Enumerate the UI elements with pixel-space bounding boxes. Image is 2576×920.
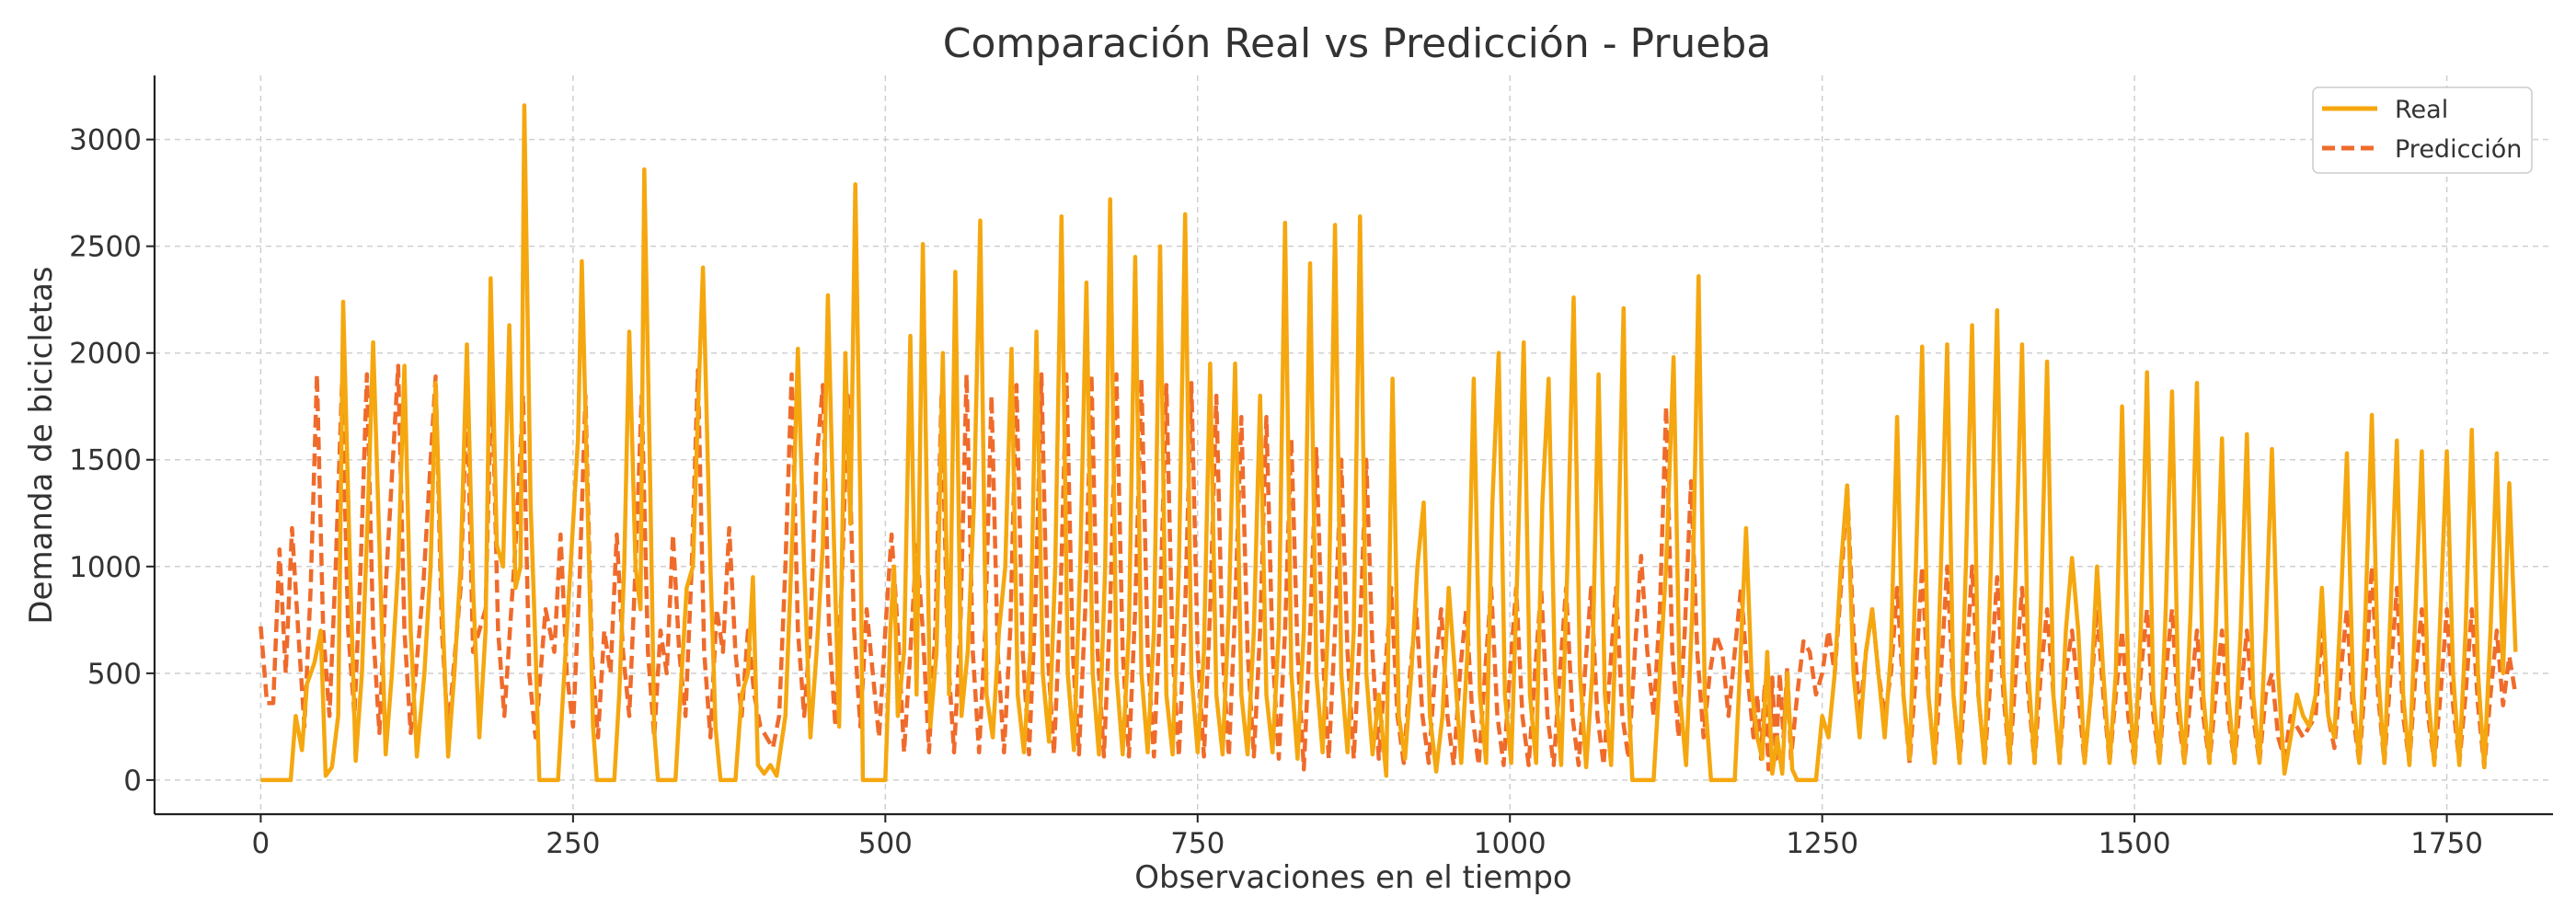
chart-title: Comparación Real vs Predicción - Prueba <box>942 20 1772 67</box>
y-tick-label: 2000 <box>69 338 142 371</box>
y-tick-label: 3000 <box>69 124 142 157</box>
y-tick-label: 1000 <box>69 551 142 584</box>
series-line-prediccion <box>259 363 2518 772</box>
x-tick-label: 1000 <box>1474 827 1547 860</box>
series-lines <box>259 103 2518 783</box>
x-tick-label: 250 <box>546 827 600 860</box>
legend: Real Predicción <box>2312 86 2533 174</box>
y-tick-label: 1500 <box>69 444 142 477</box>
x-tick-label: 1750 <box>2410 827 2483 860</box>
tick-labels: 0 250 500 750 1000 1250 1500 1750 0 500 1000 1500 20… <box>69 124 2483 860</box>
x-axis-label: Observaciones en el tiempo <box>1134 859 1572 896</box>
y-axis-label: Demanda de bicicletas <box>23 266 60 624</box>
y-tick-label: 2500 <box>69 231 142 264</box>
y-tick-label: 0 <box>123 765 142 798</box>
legend-label-real: Real <box>2395 96 2448 124</box>
y-tick-label: 500 <box>87 658 142 691</box>
x-tick-label: 1500 <box>2099 827 2171 860</box>
axes <box>153 75 2553 816</box>
series-line-real <box>260 103 2518 783</box>
legend-label-prediccion: Predicción <box>2395 135 2522 164</box>
x-tick-label: 500 <box>858 827 913 860</box>
x-tick-label: 750 <box>1170 827 1225 860</box>
x-tick-label: 0 <box>252 827 270 860</box>
x-tick-label: 1250 <box>1786 827 1858 860</box>
